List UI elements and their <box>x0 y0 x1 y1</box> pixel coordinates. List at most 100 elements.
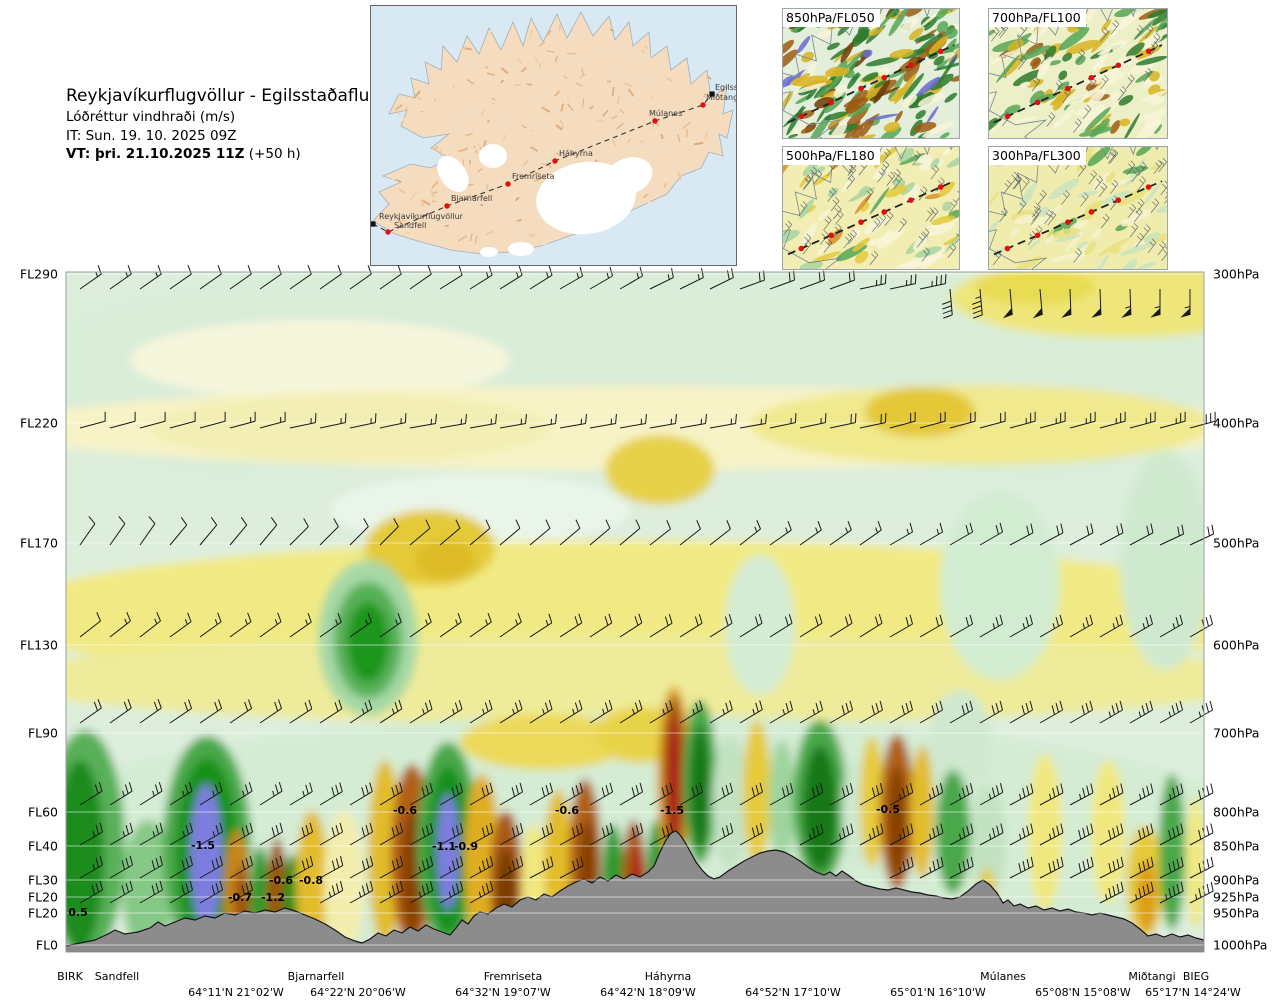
panel-waypoint-dot <box>828 99 834 106</box>
panel-coastline <box>989 147 1159 269</box>
waypoint-dot <box>444 203 450 209</box>
waypoint-dot <box>385 229 391 235</box>
panel-waypoint-dot <box>798 113 805 120</box>
panel-500hpa-chart <box>783 147 959 269</box>
panel-waypoint-dot <box>881 74 888 81</box>
svg-text:65°08'N 15°08'W: 65°08'N 15°08'W <box>1035 986 1131 999</box>
panel-waypoint-dot <box>1034 99 1041 106</box>
svg-text:-1.5: -1.5 <box>660 804 684 817</box>
svg-text:900hPa: 900hPa <box>1213 873 1259 888</box>
svg-text:950hPa: 950hPa <box>1213 906 1259 921</box>
terrain-profile <box>66 830 1204 952</box>
svg-text:-0.7: -0.7 <box>228 891 252 904</box>
waypoint-label: Sandfell <box>394 221 426 230</box>
svg-text:64°42'N 18°09'W: 64°42'N 18°09'W <box>600 986 696 999</box>
svg-text:FL170: FL170 <box>20 536 58 551</box>
panel-waypoint-dot <box>881 209 888 215</box>
plot-frame <box>65 271 1205 953</box>
svg-text:Bjarnarfell: Bjarnarfell <box>288 970 345 983</box>
panel-waypoint-dot <box>1145 48 1152 55</box>
svg-text:400hPa: 400hPa <box>1213 416 1259 431</box>
panel-wind-barbs <box>783 148 959 266</box>
svg-text:65°17'N 14°24'W: 65°17'N 14°24'W <box>1145 986 1241 999</box>
svg-text:FL220: FL220 <box>20 416 58 431</box>
waypoint-label: Miðtangi <box>706 93 736 102</box>
svg-text:-0.6: -0.6 <box>555 804 579 817</box>
panel-waypoint-dot <box>1088 209 1095 215</box>
panel-700hpa-chart <box>989 9 1167 138</box>
pressure-axis: 300hPa 400hPa 500hPa 600hPa 700hPa 800hPa 850h… <box>1213 267 1267 953</box>
panel-waypoint-dot <box>937 184 944 190</box>
svg-text:-0.9: -0.9 <box>454 840 478 853</box>
flight-level-axis: FL290 FL220 FL170 FL130 FL90 FL60 FL40 FL30 FL20… <box>20 267 58 953</box>
waypoint-dot <box>552 158 558 164</box>
panel-coastline <box>989 9 1159 138</box>
svg-text:FL290: FL290 <box>20 267 58 282</box>
svg-text:Múlanes: Múlanes <box>980 970 1026 983</box>
panel-waypoint-dot <box>908 62 914 69</box>
svg-text:300hPa: 300hPa <box>1213 267 1259 282</box>
svg-text:FL90: FL90 <box>28 726 58 741</box>
waypoint-label: Háhyrna <box>559 149 593 158</box>
svg-text:Háhyrna: Háhyrna <box>645 970 692 983</box>
panel-waypoint-dot <box>1088 74 1095 81</box>
parameter-subtitle: Lóðréttur vindhraði (m/s) <box>66 109 236 125</box>
waypoint-label: Egilssta <box>715 83 736 92</box>
panel-coastline <box>783 9 953 138</box>
svg-text:800hPa: 800hPa <box>1213 805 1259 820</box>
svg-text:FL130: FL130 <box>20 638 58 653</box>
svg-text:FL40: FL40 <box>28 839 58 854</box>
panel-route-line <box>993 44 1163 124</box>
svg-text:-1.2: -1.2 <box>261 891 285 904</box>
valid-time-main: VT: þri. 21.10.2025 11Z <box>66 146 245 162</box>
waypoint-label: Múlanes <box>649 109 682 118</box>
panel-waypoint-dot <box>1065 85 1071 92</box>
svg-text:-0.6: -0.6 <box>393 804 417 817</box>
panel-wind-barbs <box>991 19 1161 133</box>
svg-text:FL20: FL20 <box>28 890 58 905</box>
panel-300hpa: 300hPa/FL300 <box>988 146 1168 270</box>
svg-text:BIRK: BIRK <box>57 970 83 983</box>
panel-850hpa-label: 850hPa/FL050 <box>783 9 880 27</box>
panel-waypoint-dot <box>908 197 914 203</box>
panel-waypoint-dot <box>937 48 944 55</box>
wind-barbs <box>79 265 1216 904</box>
svg-text:0.5: 0.5 <box>68 906 88 919</box>
panel-waypoint-dot <box>1145 184 1152 190</box>
waypoint-label: Fremriseta <box>512 172 555 181</box>
waypoint-dot <box>505 181 511 187</box>
panel-700hpa: 700hPa/FL100 <box>988 8 1168 139</box>
svg-text:500hPa: 500hPa <box>1213 536 1259 551</box>
panel-waypoint-dot <box>828 232 834 239</box>
panel-waypoint-dot <box>1004 113 1011 120</box>
svg-text:-1.5: -1.5 <box>191 839 215 852</box>
pressure-gridlines <box>66 273 1204 946</box>
svg-text:600hPa: 600hPa <box>1213 638 1259 653</box>
panel-300hpa-label: 300hPa/FL300 <box>989 147 1086 165</box>
svg-text:FL0: FL0 <box>36 938 58 953</box>
waypoint-label: Bjarnarfell <box>451 194 492 203</box>
waypoint-dot <box>700 102 706 108</box>
svg-text:-0.5: -0.5 <box>876 803 900 816</box>
svg-text:1000hPa: 1000hPa <box>1213 938 1267 953</box>
panel-coastline <box>783 147 953 269</box>
svg-text:-0.8: -0.8 <box>299 874 323 887</box>
airport-marker <box>371 221 376 227</box>
svg-text:Fremriseta: Fremriseta <box>484 970 542 983</box>
panel-300hpa-chart <box>989 147 1167 269</box>
contour-fill <box>66 272 1204 952</box>
panel-850hpa: 850hPa/FL050 <box>782 8 960 139</box>
svg-text:BIEG: BIEG <box>1183 970 1209 983</box>
panel-waypoint-dot <box>1115 197 1122 203</box>
svg-text:64°52'N 17°10'W: 64°52'N 17°10'W <box>745 986 841 999</box>
panel-500hpa: 500hPa/FL180 <box>782 146 960 270</box>
panel-500hpa-label: 500hPa/FL180 <box>783 147 880 165</box>
panel-route-line <box>993 180 1163 256</box>
svg-text:64°32'N 19°07'W: 64°32'N 19°07'W <box>455 986 551 999</box>
cross-section-chart: 0.5 -1.5 -0.7 -1.2 -0.6 -0.8 -0.6 -1.1-0.9 -0.6 -… <box>20 265 1267 999</box>
panel-waypoint-dot <box>798 245 805 252</box>
panel-waypoint-dot <box>858 85 864 92</box>
